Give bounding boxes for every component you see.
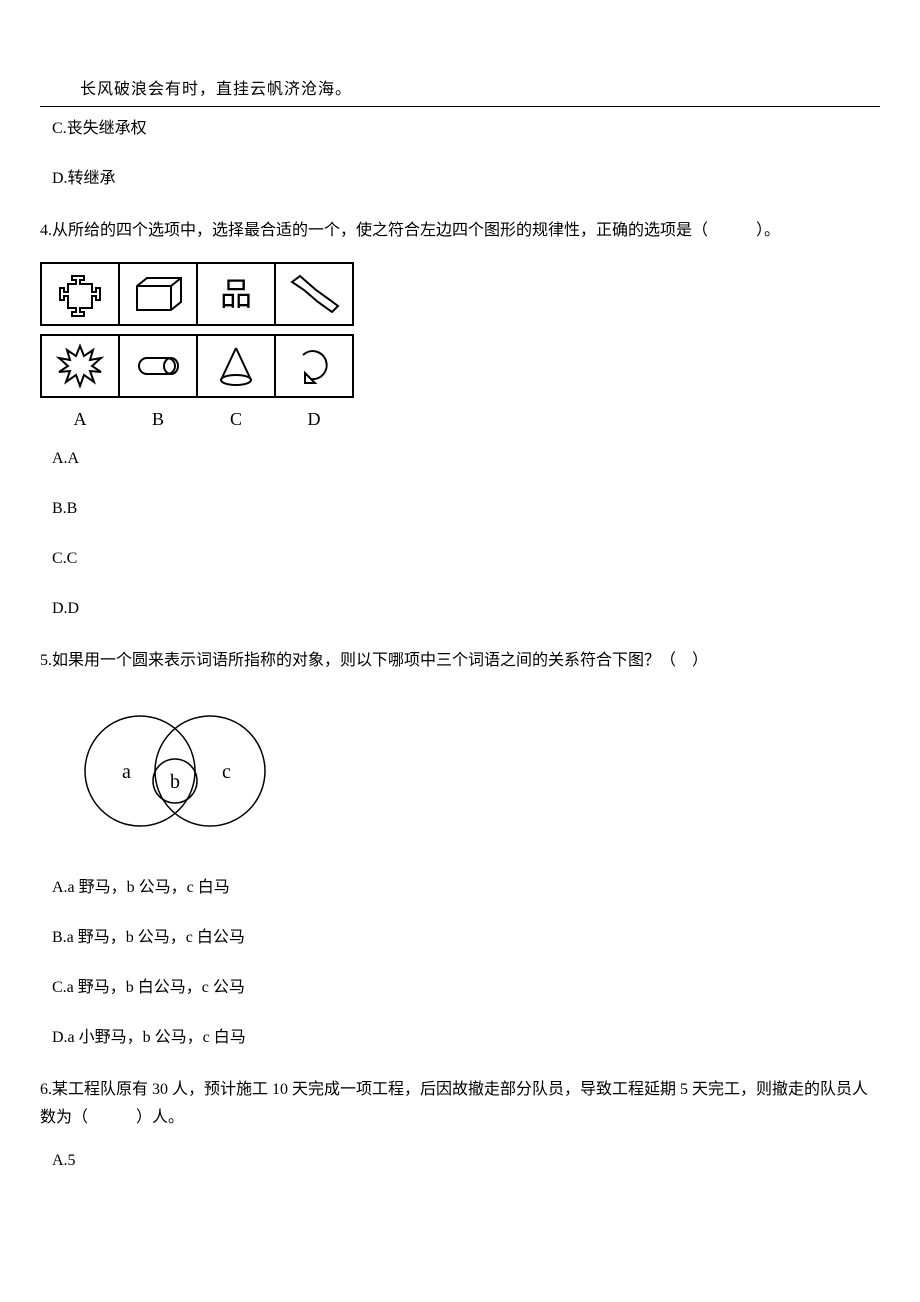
header-underline bbox=[40, 106, 880, 107]
q4-cell-cuboid bbox=[118, 262, 198, 326]
q5-option-b: B.a 野马，b 公马，c 白公马 bbox=[52, 926, 880, 950]
q6-option-a: A.5 bbox=[52, 1149, 880, 1173]
bent-shape-icon bbox=[286, 272, 342, 316]
q3-option-d: D.转继承 bbox=[52, 167, 880, 191]
q4-option-a: A.A bbox=[52, 447, 880, 471]
q5-option-a: A.a 野马，b 公马，c 白马 bbox=[52, 876, 880, 900]
q4-cell-cylinder bbox=[118, 334, 198, 398]
q4-label-c: C bbox=[196, 406, 276, 433]
venn-label-b: b bbox=[170, 771, 180, 793]
cylinder-icon bbox=[129, 348, 187, 384]
q4-option-c: C.C bbox=[52, 547, 880, 571]
q4-cell-pin: 品 bbox=[196, 262, 276, 326]
q4-diagram: 品 bbox=[40, 262, 880, 433]
q5-option-c: C.a 野马，b 白公马，c 公马 bbox=[52, 976, 880, 1000]
q4-cell-burst bbox=[40, 334, 120, 398]
q4-label-b: B bbox=[118, 406, 198, 433]
q4-cell-bent bbox=[274, 262, 354, 326]
q4-labels-row: A B C D bbox=[40, 406, 880, 433]
q4-option-d: D.D bbox=[52, 597, 880, 621]
q4-row-1: 品 bbox=[40, 262, 880, 326]
venn-svg: a b c bbox=[70, 706, 290, 846]
q3-option-c: C.丧失继承权 bbox=[52, 117, 880, 141]
q5-option-d: D.a 小野马，b 公马，c 白马 bbox=[52, 1026, 880, 1050]
q5-text: 5.如果用一个圆来表示词语所指称的对象，则以下哪项中三个词语之间的关系符合下图？… bbox=[40, 647, 880, 676]
puzzle-icon bbox=[56, 270, 104, 318]
burst-icon bbox=[55, 342, 105, 390]
q4-row-2 bbox=[40, 334, 880, 398]
page-header-quote: 长风破浪会有时，直挂云帆济沧海。 bbox=[80, 78, 880, 102]
cuboid-icon bbox=[129, 272, 187, 316]
cone-icon bbox=[215, 342, 257, 390]
pin-char-icon: 品 bbox=[220, 270, 252, 318]
q5-venn-diagram: a b c bbox=[70, 706, 880, 846]
q4-label-a: A bbox=[40, 406, 120, 433]
q4-cell-puzzle bbox=[40, 262, 120, 326]
venn-label-a: a bbox=[122, 761, 131, 783]
venn-label-c: c bbox=[222, 761, 231, 783]
curved-arrow-icon bbox=[291, 343, 337, 389]
q6-text: 6.某工程队原有 30 人，预计施工 10 天完成一项工程，后因故撤走部分队员，… bbox=[40, 1076, 880, 1134]
q4-option-b: B.B bbox=[52, 497, 880, 521]
q4-cell-cone bbox=[196, 334, 276, 398]
q4-text: 4.从所给的四个选项中，选择最合适的一个，使之符合左边四个图形的规律性，正确的选… bbox=[40, 217, 880, 246]
q4-label-d: D bbox=[274, 406, 354, 433]
q4-cell-curved-arrow bbox=[274, 334, 354, 398]
